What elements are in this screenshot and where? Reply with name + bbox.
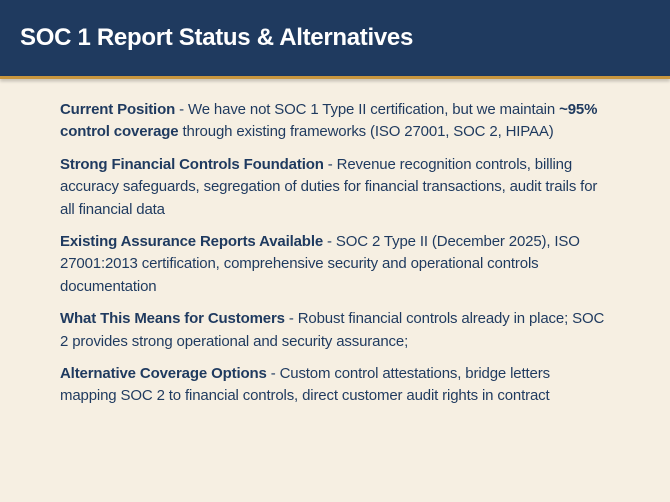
bullet-text: - Revenue recognition controls, billing …: [60, 155, 598, 218]
bullet-text: - We have not SOC 1 Type II certificatio…: [175, 101, 560, 118]
accent-stripe: [0, 76, 670, 79]
bullet-text: - SOC 2 Type II (December 2025), ISO 270…: [60, 233, 580, 295]
bullet-text: - Custom control attestations, bridge le…: [60, 365, 550, 405]
bullet-label: Existing Assurance Reports Available: [60, 233, 324, 251]
slide-title: SOC 1 Report Status & Alternatives: [20, 24, 414, 51]
bullet-current-position: Current Position - We have not SOC 1 Typ…: [60, 99, 608, 144]
bullet-label: What This Means for Customers: [60, 310, 285, 328]
bullet-list: Current Position - We have not SOC 1 Typ…: [60, 99, 608, 418]
bullet-label: Alternative Coverage Options: [60, 365, 267, 383]
bullet-customers: What This Means for Customers - Robust f…: [60, 308, 608, 353]
title-bar: SOC 1 Report Status & Alternatives: [0, 0, 670, 76]
bullet-text: - Robust financial controls already in p…: [60, 310, 605, 350]
bullet-alternatives: Alternative Coverage Options - Custom co…: [60, 363, 608, 408]
bullet-text: through existing frameworks (ISO 27001, …: [178, 123, 554, 141]
bullet-financial-controls: Strong Financial Controls Foundation - R…: [60, 154, 608, 221]
bullet-label: Current Position: [60, 101, 176, 118]
bullet-assurance-reports: Existing Assurance Reports Available - S…: [60, 231, 608, 298]
bullet-label: Strong Financial Controls Foundation: [60, 155, 324, 173]
bullet-emphasis: ~95% control coverage: [60, 101, 598, 141]
